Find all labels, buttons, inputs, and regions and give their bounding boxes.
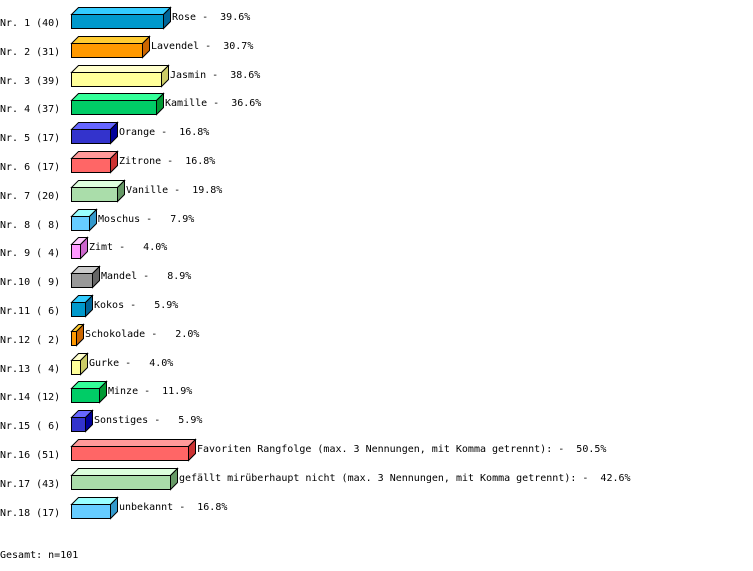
bar-row: Nr.13 ( 4) Gurke - 4.0%	[0, 352, 173, 376]
rank-label: Nr. 4 (37)	[0, 104, 60, 115]
value-label: unbekannt - 16.8%	[119, 502, 227, 513]
bar-row: Nr. 8 ( 8) Moschus - 7.9%	[0, 208, 194, 232]
bar-row: Nr. 6 (17) Zitrone - 16.8%	[0, 150, 215, 174]
value-label: Favoriten Rangfolge (max. 3 Nennungen, m…	[197, 444, 606, 455]
bar	[71, 72, 162, 87]
bar	[71, 417, 86, 432]
bar-row: Nr.12 ( 2) Schokolade - 2.0%	[0, 323, 199, 347]
value-label: Orange - 16.8%	[119, 127, 209, 138]
value-label: Mandel - 8.9%	[101, 271, 191, 282]
bar-top	[70, 497, 119, 505]
rank-label: Nr. 9 ( 4)	[0, 248, 60, 259]
bar	[71, 14, 164, 29]
value-label: gefällt mirüberhaupt nicht (max. 3 Nennu…	[179, 473, 631, 484]
value-label: Schokolade - 2.0%	[85, 329, 199, 340]
bars-group: Nr. 1 (40) Rose - 39.6% Nr. 2 (31) Lavendel…	[0, 6, 631, 520]
bar	[71, 244, 81, 259]
bar-row: Nr. 5 (17) Orange - 16.8%	[0, 121, 209, 145]
bar-top	[70, 180, 126, 188]
bar	[71, 43, 143, 58]
bar	[71, 302, 86, 317]
value-label: Vanille - 19.8%	[126, 185, 222, 196]
bar	[71, 158, 111, 173]
bar-top	[70, 468, 179, 476]
rank-label: Nr.18 (17)	[0, 508, 60, 519]
rank-label: Nr. 2 (31)	[0, 47, 60, 58]
rank-label: Nr. 3 (39)	[0, 76, 60, 87]
rank-label: Nr.16 (51)	[0, 450, 60, 461]
bar-row: Nr. 4 (37) Kamille - 36.6%	[0, 92, 261, 116]
bar-row: Nr. 7 (20) Vanille - 19.8%	[0, 179, 222, 203]
bar-top	[70, 65, 170, 73]
bar-row: Nr. 1 (40) Rose - 39.6%	[0, 6, 250, 30]
value-label: Jasmin - 38.6%	[170, 70, 260, 81]
value-label: Rose - 39.6%	[172, 12, 250, 23]
rank-label: Nr.11 ( 6)	[0, 306, 60, 317]
bar	[71, 100, 157, 115]
bar-row: Nr.11 ( 6) Kokos - 5.9%	[0, 294, 178, 318]
bar-top	[70, 7, 172, 15]
value-label: Zitrone - 16.8%	[119, 156, 215, 167]
bar	[71, 446, 189, 461]
bar-row: Nr. 9 ( 4) Zimt - 4.0%	[0, 236, 167, 260]
bar-top	[70, 36, 151, 44]
rank-label: Nr. 6 (17)	[0, 162, 60, 173]
bar	[71, 388, 100, 403]
bar	[71, 504, 111, 519]
bar-top	[70, 122, 119, 130]
rank-label: Nr.14 (12)	[0, 392, 60, 403]
rank-label: Nr.12 ( 2)	[0, 335, 60, 346]
bar-row: Nr.14 (12) Minze - 11.9%	[0, 380, 192, 404]
bar-row: Nr.10 ( 9) Mandel - 8.9%	[0, 265, 191, 289]
bar	[71, 360, 81, 375]
rank-label: Nr.17 (43)	[0, 479, 60, 490]
rank-label: Nr.10 ( 9)	[0, 277, 60, 288]
rank-label: Nr.15 ( 6)	[0, 421, 60, 432]
bar-row: Nr.18 (17) unbekannt - 16.8%	[0, 496, 227, 520]
rank-label: Nr. 1 (40)	[0, 18, 60, 29]
value-label: Moschus - 7.9%	[98, 214, 194, 225]
bar	[71, 273, 93, 288]
bar	[71, 216, 90, 231]
bar	[71, 187, 118, 202]
bar-row: Nr.16 (51) Favoriten Rangfolge (max. 3 Ne…	[0, 438, 606, 462]
value-label: Kamille - 36.6%	[165, 98, 261, 109]
bar	[71, 129, 111, 144]
value-label: Sonstiges - 5.9%	[94, 415, 202, 426]
bar-top	[70, 93, 165, 101]
bar-row: Nr.15 ( 6) Sonstiges - 5.9%	[0, 409, 202, 433]
bar-row: Nr.17 (43) gefällt mirüberhaupt nicht (ma…	[0, 467, 631, 491]
rank-label: Nr. 8 ( 8)	[0, 220, 60, 231]
value-label: Gurke - 4.0%	[89, 358, 173, 369]
rank-label: Nr. 5 (17)	[0, 133, 60, 144]
value-label: Lavendel - 30.7%	[151, 41, 253, 52]
rank-label: Nr. 7 (20)	[0, 191, 60, 202]
bar	[71, 331, 77, 346]
bar-row: Nr. 3 (39) Jasmin - 38.6%	[0, 64, 260, 88]
bar	[71, 475, 171, 490]
bar-top	[70, 439, 197, 447]
bar-top	[70, 151, 119, 159]
rank-label: Nr.13 ( 4)	[0, 364, 60, 375]
bar-row: Nr. 2 (31) Lavendel - 30.7%	[0, 35, 253, 59]
value-label: Zimt - 4.0%	[89, 242, 167, 253]
total-label: Gesamt: n=101	[0, 550, 78, 561]
value-label: Minze - 11.9%	[108, 386, 192, 397]
value-label: Kokos - 5.9%	[94, 300, 178, 311]
